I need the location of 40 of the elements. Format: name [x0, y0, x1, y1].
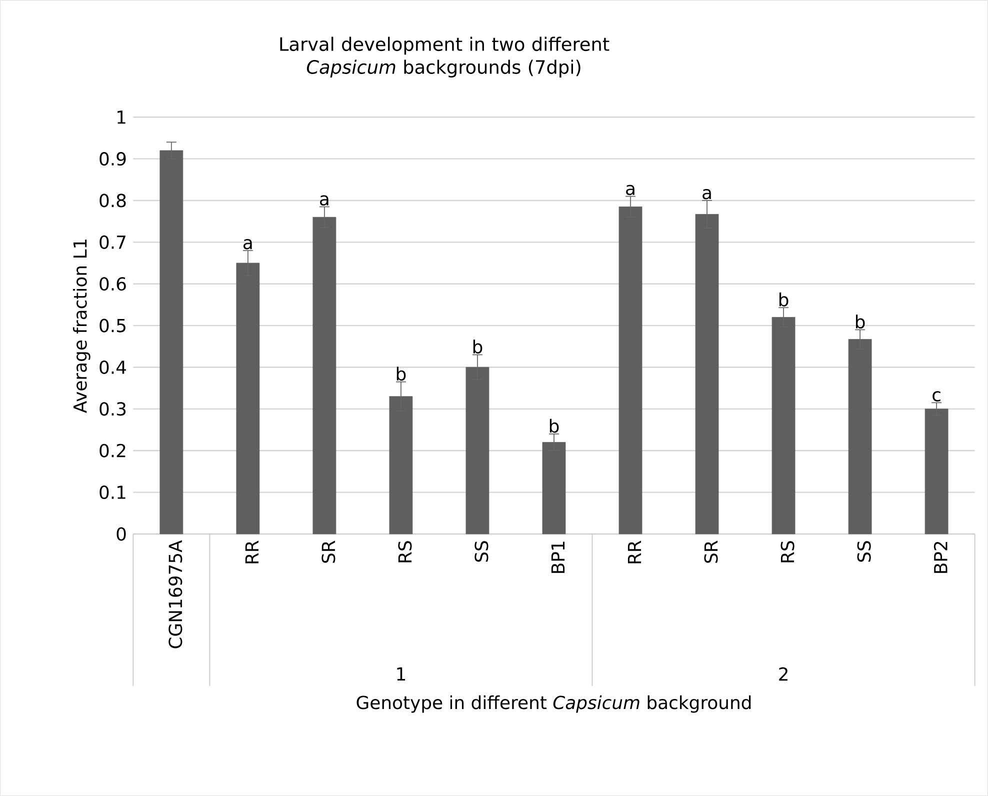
data-label: b: [856, 314, 865, 328]
bar: [312, 216, 336, 534]
data-label: a: [626, 184, 634, 196]
x-tick-label: SS: [474, 541, 488, 562]
data-label: a: [320, 195, 328, 206]
data-label: a: [244, 239, 252, 250]
x-tick-label: CGN16975A: [168, 540, 182, 648]
y-tick-label: 0.9: [100, 152, 126, 166]
y-tick-label: 0.7: [100, 235, 126, 249]
x-tick-label: BP2: [934, 542, 948, 573]
y-tick-label: 0.4: [100, 360, 126, 374]
y-axis-title: Average fraction L1: [72, 240, 90, 414]
x-tick-label: RS: [780, 541, 794, 562]
data-label: a: [702, 188, 711, 200]
y-tick-label: 0.5: [100, 318, 126, 332]
x-tick-label: SS: [857, 541, 871, 562]
chart-title: Larval development in two different Capsicum backgrounds (7dpi): [280, 36, 610, 78]
x-tick-label: BP1: [551, 542, 565, 573]
data-label: c: [932, 391, 940, 402]
data-label: b: [396, 366, 406, 381]
y-tick-label: 0.2: [100, 444, 126, 458]
x-tick-label: RR: [628, 540, 642, 564]
data-label: b: [550, 418, 559, 433]
text: 2: [779, 667, 788, 681]
text: 1: [397, 667, 405, 680]
x-axis-title: Genotype in different Capsicum background: [356, 695, 751, 713]
x-tick-label: RS: [398, 541, 412, 562]
y-tick-label: 0.3: [100, 402, 126, 416]
bar: [466, 367, 490, 534]
x-tick-label: SR: [704, 540, 718, 563]
y-tick-label: 0.6: [100, 277, 126, 291]
bar: [772, 316, 796, 534]
x-tick-label: RR: [245, 540, 258, 564]
data-label: b: [779, 292, 788, 306]
y-tick-label: 1: [118, 110, 126, 124]
y-tick-label: 0.1: [100, 485, 126, 500]
y-tick-label: 0.8: [100, 194, 126, 208]
y-tick-label: 0: [116, 527, 126, 541]
data-label: b: [473, 340, 482, 354]
x-tick-label: SR: [322, 540, 336, 563]
